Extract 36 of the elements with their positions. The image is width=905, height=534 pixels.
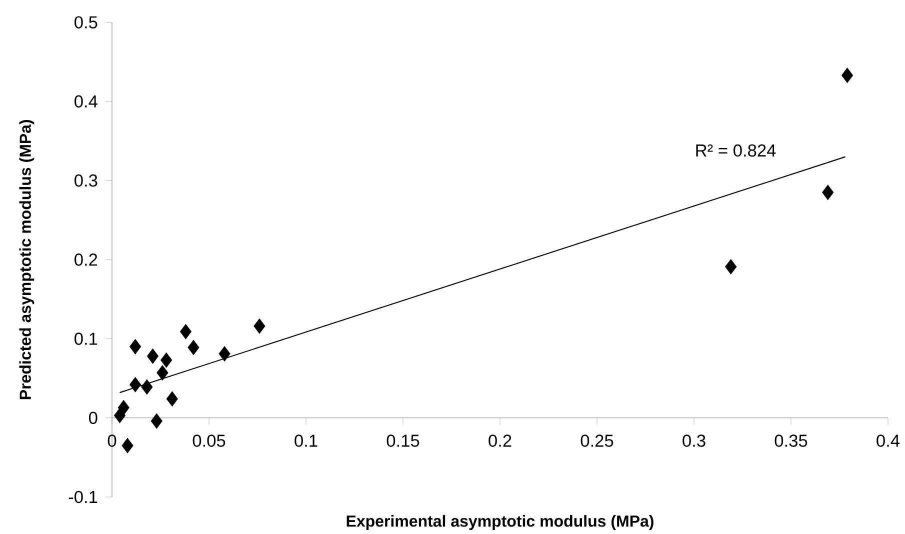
point: [141, 379, 153, 394]
point: [841, 68, 854, 83]
x-tick-label: 0.2: [488, 434, 512, 447]
x-axis-title: Experimental asymptotic modulus (MPa): [346, 514, 654, 530]
point: [218, 346, 230, 362]
point: [188, 340, 200, 355]
y-tick-label: 0.2: [74, 253, 98, 266]
y-tick-label: -0.1: [68, 490, 98, 503]
x-tick-label: 0.15: [386, 434, 420, 447]
annotation: R² = 0.824: [696, 144, 776, 156]
y-axis-title: Predicted asymptotic modulus (MPa): [19, 120, 34, 399]
point: [725, 258, 737, 274]
point: [254, 318, 266, 334]
point: [122, 438, 134, 453]
y-tick-label: 0.4: [74, 95, 98, 108]
point: [160, 352, 172, 368]
x-tick-label: 0.3: [682, 434, 706, 447]
point: [822, 184, 834, 200]
point: [180, 324, 192, 340]
point: [150, 413, 162, 428]
y-tick-label: 0: [88, 412, 98, 424]
x-tick-label: 0.25: [580, 434, 614, 447]
y-tick-label: 0.5: [74, 16, 98, 28]
point: [156, 365, 168, 380]
x-tick-label: 0.1: [294, 434, 318, 447]
y-tick-label: 0.3: [74, 174, 98, 186]
x-tick-label: 0.35: [774, 434, 808, 447]
point: [130, 376, 142, 392]
point: [166, 391, 178, 406]
point: [146, 348, 159, 364]
y-tick-label: 0.1: [74, 332, 98, 345]
x-tick-label: 0.05: [192, 434, 226, 447]
x-tick-label: 0: [108, 434, 116, 447]
point: [130, 338, 142, 354]
point: [114, 408, 126, 423]
x-tick-label: 0.4: [876, 434, 900, 447]
